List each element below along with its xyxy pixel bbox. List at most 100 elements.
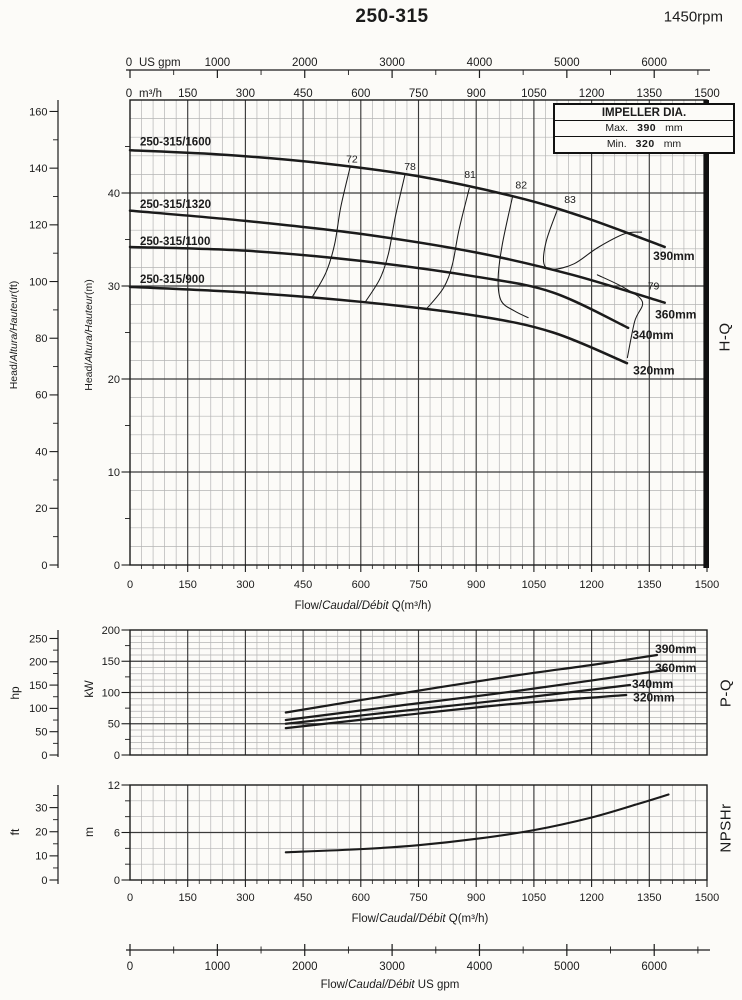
- pq-curve-340mm: [284, 683, 632, 725]
- top-flow-axis: 0 US gpm 1000 2000 3000 4000 5000 6000 0 m³/h 150 3…: [126, 57, 720, 100]
- x-tick-label: 450: [294, 892, 312, 904]
- y2-tick-label: 20: [35, 827, 47, 839]
- y-tick-label: 0: [114, 560, 120, 572]
- curve-name-250-315/1320: 250-315/1320: [140, 199, 211, 211]
- y2-tick-label: 120: [29, 220, 47, 232]
- efficiency-line-82: [497, 195, 529, 319]
- impeller-min-value: 320: [635, 138, 655, 150]
- m3h-zero-label: 0: [126, 88, 132, 100]
- head-label-en: Head/: [83, 362, 95, 391]
- m3h-tick-label: 600: [351, 88, 370, 100]
- ft-axis-label: ft: [8, 828, 22, 836]
- impeller-max-value: 390: [637, 122, 657, 134]
- npshr-x-axis-title: Flow/Caudal/Débit Q(m³/h): [352, 913, 489, 925]
- pq-plot: 0 50 100 150 200 0 50 100 150 200 250 390mm 360mm 340…: [29, 625, 708, 762]
- m3h-tick-label: 900: [467, 88, 486, 100]
- x-tick-label: 600: [352, 892, 370, 904]
- y2-tick-label: 100: [29, 703, 47, 715]
- y2-tick-label: 160: [29, 106, 47, 118]
- x-tick-label: 1500: [695, 892, 719, 904]
- y2-tick-label: 200: [29, 657, 47, 669]
- bottom-gpm-tick-label: 6000: [641, 961, 667, 973]
- head-label-intl: Altura/Hauteur: [8, 293, 20, 362]
- hq-curve-320mm: [128, 285, 629, 365]
- impeller-min-row: Min. 320 mm: [555, 136, 733, 152]
- bottom-gpm-tick-label: 4000: [467, 961, 493, 973]
- x-tick-label: 0: [127, 892, 133, 904]
- gpm-tick-label: 5000: [554, 57, 580, 69]
- gpm-zero-label: 0: [126, 57, 132, 69]
- x-tick-label: 150: [179, 892, 197, 904]
- impeller-min-unit: mm: [663, 138, 682, 150]
- impeller-dia-box: IMPELLER DIA. Max. 390 mm Min. 320 mm: [553, 103, 735, 154]
- npshr-side-label: NPSHr: [717, 803, 735, 853]
- pq-dia-label-390mm: 390mm: [655, 642, 696, 656]
- y2-tick-label: 10: [35, 851, 47, 863]
- efficiency-line-78: [364, 173, 406, 303]
- x-tick-label: 1500: [695, 579, 719, 591]
- x-tick-label: 750: [409, 579, 427, 591]
- y2-tick-label: 250: [29, 633, 47, 645]
- m3h-tick-label: 1350: [637, 88, 663, 100]
- y2-tick-label: 100: [29, 276, 47, 288]
- y2-tick-label: 0: [41, 750, 47, 762]
- hq-curve-390mm: [128, 148, 666, 249]
- hq-dia-label-340mm: 340mm: [632, 328, 673, 342]
- x-tick-label: 1050: [522, 579, 546, 591]
- page-title: 250-315: [355, 6, 429, 27]
- x-tick-label: 450: [294, 579, 312, 591]
- x-tick-label: 1050: [522, 892, 546, 904]
- y2-tick-label: 40: [35, 446, 47, 458]
- x-tick-label: 600: [352, 579, 370, 591]
- x-tick-label: 150: [179, 579, 197, 591]
- m3h-tick-label: 150: [178, 88, 197, 100]
- bottom-gpm-tick-label: 1000: [205, 961, 231, 973]
- head-label-unit-ft: (ft): [8, 280, 20, 294]
- head-label-intl: Altura/Hauteur: [83, 295, 95, 363]
- kw-axis-label: kW: [82, 680, 96, 698]
- m-axis-label: m: [82, 827, 96, 837]
- y-tick-label: 200: [102, 625, 120, 637]
- y-tick-label: 6: [114, 827, 120, 839]
- x-tick-label: 1350: [637, 892, 661, 904]
- y-tick-label: 30: [108, 281, 120, 293]
- efficiency-line-79: [596, 274, 644, 359]
- bottom-gpm-tick-label: 3000: [379, 961, 405, 973]
- curve-name-250-315/1600: 250-315/1600: [140, 137, 211, 149]
- y2-tick-label: 0: [41, 875, 47, 887]
- x-tick-label: 1200: [579, 892, 603, 904]
- hq-dia-label-390mm: 390mm: [653, 249, 694, 263]
- y-tick-label: 150: [102, 656, 120, 668]
- m3h-tick-label: 1200: [579, 88, 605, 100]
- bottom-x-axis-title: Flow/Caudal/Débit US gpm: [321, 979, 460, 991]
- m3h-unit-label: m³/h: [139, 88, 162, 100]
- m3h-tick-label: 1050: [521, 88, 547, 100]
- y-tick-label: 100: [102, 687, 120, 699]
- y-tick-label: 10: [108, 467, 120, 479]
- efficiency-line-72: [312, 165, 351, 297]
- x-tick-label: 300: [236, 579, 254, 591]
- y-tick-label: 0: [114, 875, 120, 887]
- hq-dia-label-360mm: 360mm: [655, 308, 696, 322]
- efficiency-line-81: [425, 187, 470, 310]
- gpm-tick-label: 3000: [379, 57, 405, 69]
- gpm-tick-label: 1000: [205, 57, 231, 69]
- head-label-unit-m: (m): [83, 279, 95, 296]
- efficiency-label-83: 83: [564, 194, 576, 206]
- pq-curve-390mm: [284, 653, 659, 714]
- efficiency-label-72: 72: [346, 153, 358, 165]
- efficiency-label-82: 82: [515, 179, 527, 191]
- gpm-unit-label: US gpm: [139, 57, 181, 69]
- head-axis-label-m: Head/Altura/Hauteur(m): [83, 279, 95, 390]
- efficiency-label-81: 81: [464, 169, 476, 181]
- y2-tick-label: 20: [35, 503, 47, 515]
- y-tick-label: 12: [108, 780, 120, 792]
- hp-axis-label: hp: [8, 686, 22, 700]
- curve-name-250-315/1100: 250-315/1100: [140, 236, 210, 248]
- y-tick-label: 50: [108, 719, 120, 731]
- x-tick-label: 1350: [637, 579, 661, 591]
- gpm-tick-label: 4000: [467, 57, 493, 69]
- hq-side-label: H-Q: [716, 322, 734, 352]
